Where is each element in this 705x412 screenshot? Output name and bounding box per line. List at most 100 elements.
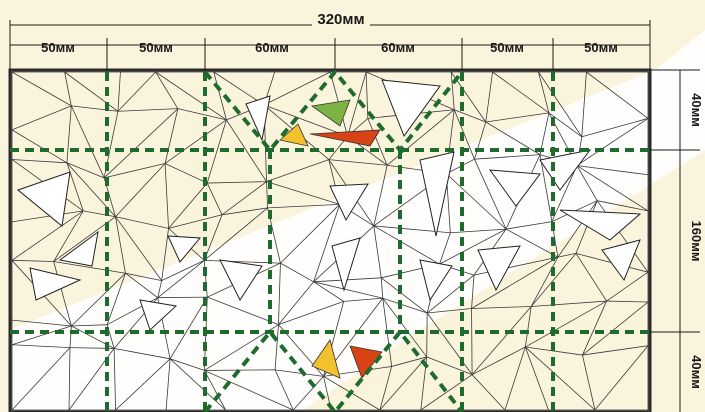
mesh-edge bbox=[586, 71, 649, 119]
mesh-edge bbox=[530, 256, 559, 307]
mesh-edge bbox=[539, 112, 550, 155]
mesh-edge bbox=[538, 71, 550, 113]
mesh-edge bbox=[169, 358, 205, 371]
mesh-edge bbox=[125, 272, 162, 282]
mesh-edge bbox=[263, 71, 331, 106]
mesh-edge bbox=[266, 159, 329, 183]
mesh-edge bbox=[446, 173, 507, 230]
mesh-edge bbox=[11, 319, 72, 327]
mesh-edge bbox=[597, 200, 649, 212]
mesh-edge bbox=[267, 203, 340, 209]
mesh-edge bbox=[343, 297, 383, 302]
mesh-edge bbox=[213, 71, 265, 106]
patterned-triangle bbox=[331, 237, 361, 292]
mesh-edge bbox=[380, 277, 384, 299]
mesh-edge bbox=[106, 273, 126, 325]
mesh-edge bbox=[373, 225, 382, 278]
mesh-edge bbox=[492, 71, 550, 114]
mesh-edge bbox=[11, 129, 68, 164]
mesh-edge bbox=[524, 306, 532, 348]
mesh-edge bbox=[66, 105, 72, 163]
mesh-edge bbox=[69, 325, 72, 348]
mesh-edge bbox=[226, 119, 267, 182]
mesh-edge bbox=[557, 253, 577, 258]
mesh-edge bbox=[485, 112, 549, 123]
yellow-ornament-triangle bbox=[279, 123, 309, 147]
mesh-edge bbox=[177, 108, 227, 121]
mesh-edge bbox=[155, 71, 227, 121]
mesh-edge bbox=[11, 105, 72, 131]
patterned-triangle bbox=[219, 259, 263, 302]
mesh-edge bbox=[313, 281, 383, 299]
mesh-edge bbox=[453, 109, 475, 160]
mesh-edge bbox=[373, 225, 451, 234]
mesh-edge bbox=[382, 297, 428, 358]
mesh-edge bbox=[83, 210, 116, 218]
mesh-edge bbox=[278, 263, 281, 325]
mesh-edge bbox=[582, 354, 596, 411]
mesh-edge bbox=[11, 71, 72, 107]
mesh-edge bbox=[474, 121, 487, 160]
mesh-edge bbox=[471, 308, 473, 375]
column-label-3: 60мм bbox=[255, 40, 289, 55]
green-ornament-triangle bbox=[310, 99, 351, 127]
mesh-edge bbox=[71, 105, 118, 112]
column-label-1: 50мм bbox=[41, 40, 75, 55]
patterned-triangle bbox=[167, 235, 202, 263]
ornament-triangles bbox=[16, 79, 642, 379]
mesh-edge bbox=[164, 108, 179, 164]
mesh-edge bbox=[221, 207, 268, 216]
mesh-edge bbox=[278, 281, 314, 325]
mesh-edge bbox=[204, 207, 268, 261]
yellow-ornament-triangle bbox=[311, 339, 341, 379]
mesh-edge bbox=[266, 181, 340, 205]
mesh-edge bbox=[168, 182, 208, 229]
mesh-edge bbox=[506, 221, 552, 230]
mesh-edge bbox=[11, 344, 70, 349]
mesh-edge bbox=[539, 154, 553, 222]
mesh-edge bbox=[582, 300, 607, 356]
patterned-triangle bbox=[419, 151, 455, 237]
mesh-edge bbox=[64, 71, 119, 112]
row-label-1: 40мм bbox=[689, 93, 704, 127]
mesh-edge bbox=[278, 301, 344, 326]
mesh-edge bbox=[207, 181, 267, 184]
mesh-edge bbox=[161, 260, 205, 282]
mesh-edge bbox=[391, 356, 427, 367]
mesh-edge bbox=[66, 162, 84, 212]
mesh-edge bbox=[313, 204, 341, 282]
mesh-edge bbox=[64, 71, 72, 106]
red-ornament-triangle bbox=[309, 129, 381, 147]
mesh-edge bbox=[524, 346, 549, 411]
mesh-edge bbox=[266, 181, 268, 208]
mesh-edge bbox=[104, 163, 166, 179]
patterned-triangle bbox=[58, 230, 99, 267]
mesh-edge bbox=[117, 71, 121, 112]
mesh-edge bbox=[117, 108, 178, 112]
mesh-edge bbox=[157, 296, 208, 299]
mesh-edge bbox=[164, 163, 208, 184]
mesh-edge bbox=[203, 370, 226, 411]
patterned-triangle bbox=[539, 149, 592, 191]
mesh-edge bbox=[221, 181, 267, 216]
mesh-edge bbox=[557, 200, 598, 258]
mesh-edge bbox=[207, 296, 279, 326]
mesh-edge bbox=[450, 228, 507, 234]
mesh-edge bbox=[450, 71, 455, 110]
mesh-edge bbox=[11, 210, 84, 223]
mesh-edge bbox=[471, 306, 532, 309]
mesh-edge bbox=[68, 347, 71, 411]
mesh-edge bbox=[471, 346, 526, 376]
mesh-edge bbox=[115, 216, 126, 274]
patterned-triangle bbox=[488, 169, 541, 207]
mesh-edge bbox=[113, 348, 116, 411]
row-label-2: 160мм bbox=[689, 221, 704, 262]
mesh-edge bbox=[204, 369, 276, 371]
mesh-edge bbox=[206, 182, 223, 215]
mesh-edge bbox=[427, 308, 472, 314]
mesh-edge bbox=[505, 228, 559, 258]
mesh-edge bbox=[576, 165, 649, 176]
patterned-triangle bbox=[419, 259, 453, 302]
panel-frame bbox=[8, 68, 652, 412]
